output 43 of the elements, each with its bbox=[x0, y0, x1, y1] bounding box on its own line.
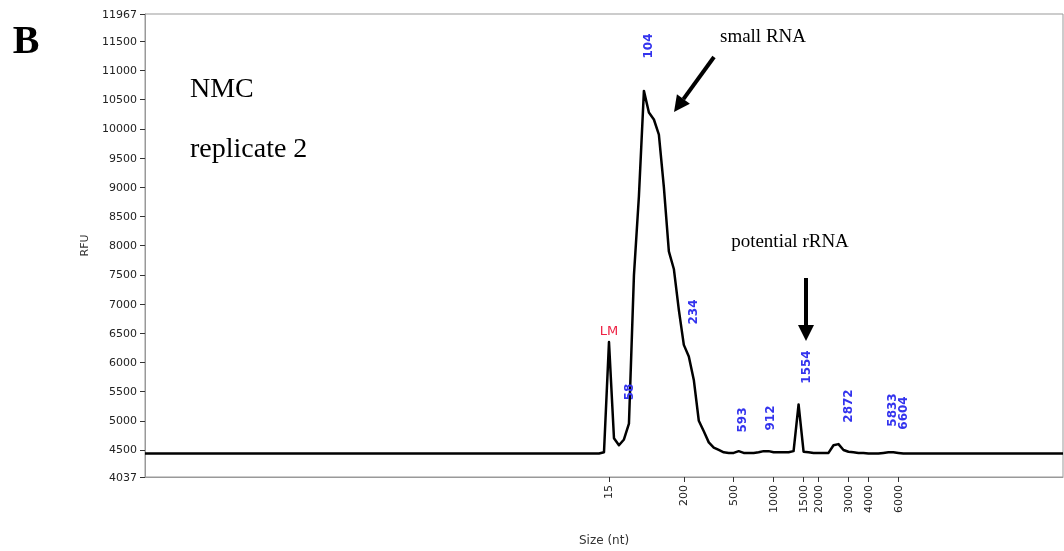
y-tick-label: 4037 bbox=[109, 470, 137, 484]
y-tick-label: 5500 bbox=[109, 385, 137, 399]
y-tick-label: 11967 bbox=[102, 7, 137, 21]
annotation: 58 bbox=[622, 383, 636, 401]
y-tick-label: 7000 bbox=[109, 297, 137, 311]
annotation: replicate 2 bbox=[190, 132, 308, 163]
annotation: 104 bbox=[641, 33, 655, 59]
annotation: LM bbox=[599, 322, 619, 338]
y-tick-label: 10000 bbox=[102, 122, 137, 136]
x-tick-label: 15 bbox=[602, 485, 616, 499]
y-tick-label: 10500 bbox=[102, 93, 137, 107]
y-tick-label: 9500 bbox=[109, 151, 137, 165]
x-tick-label: 1000 bbox=[767, 485, 781, 513]
x-tick-label: 6000 bbox=[891, 485, 905, 513]
x-tick-label: 500 bbox=[727, 485, 741, 506]
annotation: 5833 bbox=[885, 393, 899, 427]
text: B bbox=[12, 17, 40, 62]
x-tick-label: 4000 bbox=[861, 485, 875, 513]
annotation: potential rRNA bbox=[731, 229, 849, 251]
x-tick-label: 1500 bbox=[797, 485, 811, 513]
x-tick-label: 200 bbox=[677, 485, 691, 506]
y-tick-label: 9000 bbox=[109, 180, 137, 194]
y-tick-label: 6000 bbox=[109, 355, 137, 369]
x-tick-label: 3000 bbox=[841, 485, 855, 513]
y-tick-label: 7500 bbox=[109, 268, 137, 282]
annotation: 234 bbox=[686, 299, 700, 325]
annotation: NMC bbox=[190, 72, 254, 103]
x-tick-label: 2000 bbox=[812, 485, 826, 513]
annotation: small RNA bbox=[719, 24, 807, 46]
y-tick-label: 6500 bbox=[109, 326, 137, 340]
annotation: 2872 bbox=[841, 389, 855, 423]
annotation: 1554 bbox=[799, 350, 813, 384]
y-tick-label: 4500 bbox=[109, 443, 137, 457]
y-axis-title: RFU bbox=[78, 234, 91, 257]
y-tick-label: 8000 bbox=[109, 239, 137, 253]
annotation: 593 bbox=[735, 407, 749, 433]
annotation: 912 bbox=[763, 405, 777, 431]
y-tick-label: 5000 bbox=[109, 414, 137, 428]
x-axis-title: Size (nt) bbox=[578, 533, 630, 547]
annotation: 6604 bbox=[896, 396, 910, 430]
y-tick-label: 11000 bbox=[102, 63, 137, 77]
y-tick-label: 8500 bbox=[109, 209, 137, 223]
y-tick-label: 11500 bbox=[102, 34, 137, 48]
